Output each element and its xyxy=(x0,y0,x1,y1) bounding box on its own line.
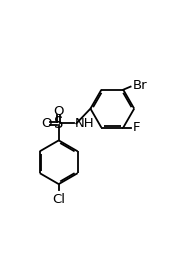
Text: O: O xyxy=(41,117,52,130)
Text: Br: Br xyxy=(133,79,148,92)
Text: S: S xyxy=(54,116,63,131)
Text: NH: NH xyxy=(75,117,94,130)
Text: F: F xyxy=(132,121,140,134)
Text: O: O xyxy=(54,105,64,118)
Text: Cl: Cl xyxy=(52,193,65,206)
